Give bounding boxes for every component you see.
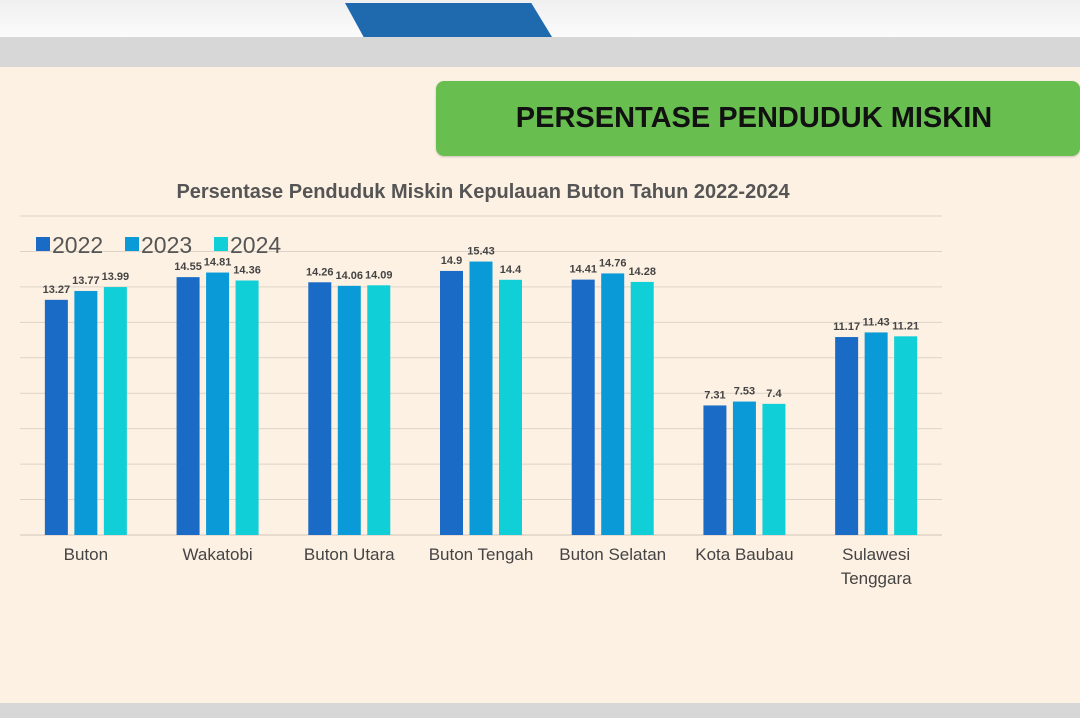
- bottom-strip: [0, 703, 1080, 718]
- data-label: 14.26: [306, 266, 334, 278]
- bar-2024: [499, 279, 522, 535]
- top-bar: [0, 0, 1080, 37]
- data-label: 15.43: [467, 246, 495, 258]
- data-label: 14.76: [599, 257, 627, 269]
- tab-shape: [345, 3, 552, 37]
- bar-2024: [894, 336, 918, 535]
- legend-label: 2024: [230, 232, 281, 258]
- data-label: 7.31: [704, 389, 725, 401]
- legend-swatch: [125, 237, 139, 251]
- bar-2022: [835, 337, 859, 535]
- legend-label: 2022: [52, 232, 103, 258]
- data-label: 14.06: [336, 270, 364, 282]
- data-label: 14.28: [628, 266, 656, 278]
- legend-swatch: [36, 237, 50, 251]
- x-tick-label: Buton Selatan: [559, 545, 666, 564]
- legend-swatch: [214, 237, 228, 251]
- bar-2022: [44, 299, 68, 535]
- bar-2023: [469, 261, 493, 535]
- bar-2023: [74, 290, 98, 535]
- data-label: 13.27: [43, 284, 71, 296]
- data-label: 14.81: [204, 257, 232, 269]
- bar-2022: [571, 279, 595, 535]
- bar-2024: [367, 285, 391, 535]
- bar-2022: [703, 405, 727, 535]
- chart-title: Persentase Penduduk Miskin Kepulauan But…: [176, 181, 790, 203]
- data-label: 11.43: [863, 316, 890, 328]
- data-label: 13.99: [102, 271, 130, 283]
- data-label: 7.53: [734, 386, 755, 398]
- data-label: 14.36: [233, 265, 261, 277]
- data-label: 13.77: [72, 275, 100, 287]
- x-tick-label: Sulawesi: [842, 545, 910, 564]
- x-tick-label: Tenggara: [841, 569, 912, 588]
- bar-2024: [103, 287, 127, 535]
- data-label: 14.9: [441, 255, 462, 267]
- bar-2024: [762, 403, 786, 535]
- bar-2023: [732, 401, 756, 535]
- bar-2022: [308, 282, 332, 535]
- bar-2023: [601, 273, 625, 535]
- data-label: 14.09: [365, 269, 393, 281]
- legend-label: 2023: [141, 232, 192, 258]
- bar-2024: [630, 281, 654, 535]
- data-label: 14.55: [174, 261, 202, 273]
- bar-2023: [337, 285, 361, 535]
- data-label: 7.4: [766, 388, 782, 400]
- section-banner: PERSENTASE PENDUDUK MISKIN: [436, 81, 1080, 156]
- x-tick-label: Buton Utara: [304, 545, 395, 564]
- data-label: 14.41: [569, 264, 597, 276]
- data-label: 11.17: [833, 321, 860, 333]
- gray-strip: [0, 37, 1080, 67]
- x-tick-label: Buton Tengah: [429, 545, 534, 564]
- data-label: 11.21: [892, 320, 919, 332]
- data-label: 14.4: [500, 264, 522, 276]
- bar-2024: [235, 280, 259, 535]
- bar-2022: [176, 277, 200, 535]
- banner-title: PERSENTASE PENDUDUK MISKIN: [515, 102, 993, 134]
- x-tick-label: Buton: [64, 545, 108, 564]
- x-tick-label: Kota Baubau: [695, 545, 793, 564]
- bar-2023: [864, 332, 888, 535]
- x-tick-label: Wakatobi: [182, 545, 252, 564]
- bar-2022: [440, 270, 463, 535]
- bar-2023: [206, 272, 230, 535]
